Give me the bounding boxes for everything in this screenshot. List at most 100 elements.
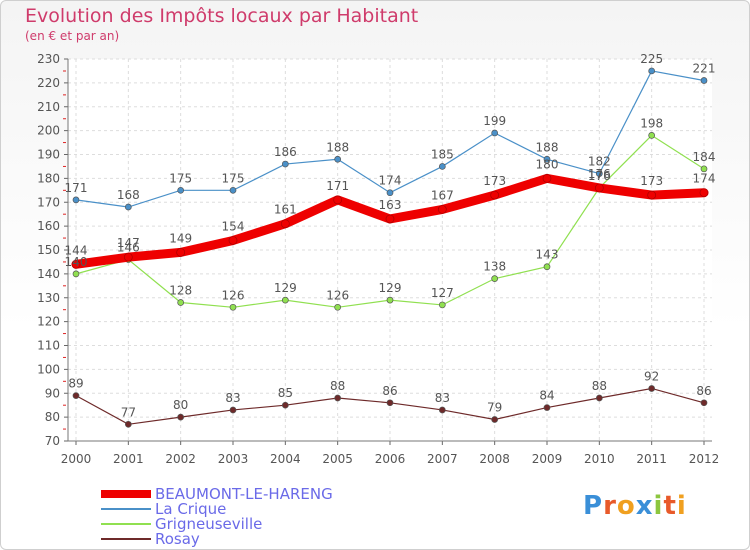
x-tick-label: 2011 — [636, 452, 667, 466]
x-tick-label: 2002 — [165, 452, 196, 466]
data-label: 175 — [169, 171, 192, 185]
data-point — [437, 205, 447, 214]
data-label: 161 — [274, 203, 297, 217]
logo-letter: r — [603, 491, 617, 521]
logo-letter: P — [583, 491, 604, 521]
data-point — [594, 183, 604, 193]
legend-label: Grigneuseville — [155, 515, 263, 533]
x-tick-label: 2001 — [113, 452, 144, 466]
data-label: 175 — [222, 171, 245, 185]
legend-item: La Crique — [101, 500, 226, 518]
data-label: 85 — [278, 386, 293, 400]
x-tick-label: 2004 — [270, 452, 301, 466]
data-label: 88 — [330, 379, 345, 393]
data-point — [647, 190, 657, 200]
data-label: 225 — [640, 52, 663, 66]
data-point — [124, 420, 132, 428]
y-tick-label: 220 — [37, 76, 60, 90]
data-labels: 171 168 175 175 186 188 174 185 199 188 182 225 221 1… — [65, 52, 716, 419]
data-point — [334, 394, 342, 402]
x-tick-label: 2003 — [218, 452, 249, 466]
y-tick-label: 150 — [37, 243, 60, 257]
data-point — [385, 214, 395, 224]
legend-swatch — [101, 538, 151, 540]
logo-letter: i — [653, 491, 664, 521]
data-point — [177, 186, 185, 194]
chart-title: Evolution des Impôts locaux par Habitant — [25, 5, 419, 27]
data-label: 84 — [539, 389, 554, 403]
data-label: 171 — [326, 179, 349, 193]
data-point — [699, 188, 709, 198]
x-tick-label: 2005 — [322, 452, 353, 466]
data-label: 173 — [640, 174, 663, 188]
chart-subtitle: (en € et par an) — [25, 29, 120, 43]
data-point — [595, 170, 603, 177]
data-point — [700, 399, 708, 407]
data-point — [281, 401, 289, 409]
x-tick-label: 2007 — [427, 452, 458, 466]
data-point — [542, 174, 552, 183]
y-tick-label: 80 — [45, 410, 60, 424]
data-label: 168 — [117, 188, 140, 202]
legend-item: Grigneuseville — [101, 515, 263, 533]
y-tick-label: 110 — [37, 339, 60, 353]
data-point — [229, 303, 237, 311]
data-point — [648, 385, 656, 392]
y-tick-label: 130 — [37, 291, 60, 305]
data-label: 79 — [487, 401, 502, 415]
data-label: 86 — [382, 384, 397, 398]
data-point — [648, 67, 656, 75]
data-point — [438, 163, 446, 170]
data-point — [438, 301, 446, 309]
y-tick-label: 160 — [37, 219, 60, 233]
x-tick-label: 2008 — [479, 452, 510, 466]
data-label: 92 — [644, 369, 659, 383]
data-label: 77 — [121, 405, 136, 419]
data-label: 83 — [225, 391, 240, 405]
data-label: 80 — [173, 398, 188, 412]
data-label: 89 — [68, 377, 83, 391]
data-point — [280, 219, 290, 229]
data-label: 163 — [379, 198, 402, 212]
data-point — [229, 186, 237, 194]
y-tick-label: 210 — [37, 100, 60, 114]
data-label: 174 — [379, 174, 402, 188]
data-label: 129 — [379, 281, 402, 295]
data-label: 176 — [588, 167, 611, 181]
data-point — [334, 303, 342, 311]
data-label: 199 — [483, 114, 506, 128]
legend-label: Rosay — [155, 530, 200, 548]
data-label: 129 — [274, 281, 297, 295]
x-tick-label: 2006 — [375, 452, 406, 466]
logo-letter: i — [676, 491, 687, 521]
data-label: 188 — [326, 140, 349, 154]
data-label: 171 — [65, 181, 88, 195]
y-tick-label: 120 — [37, 315, 60, 329]
data-label: 184 — [693, 150, 716, 164]
data-point — [700, 165, 708, 173]
data-label: 173 — [483, 174, 506, 188]
data-label: 182 — [588, 155, 611, 169]
y-tick-label: 140 — [37, 267, 60, 281]
y-tick-label: 100 — [37, 362, 60, 376]
data-point — [648, 132, 656, 139]
data-point — [543, 155, 551, 163]
data-point — [177, 299, 185, 306]
logo-letter: t — [663, 491, 677, 521]
data-point — [543, 404, 551, 411]
data-point — [124, 203, 132, 211]
data-point — [491, 129, 499, 137]
axes: 7080901001101201301401501601701801902002… — [37, 52, 719, 466]
data-label: 149 — [169, 231, 192, 245]
data-label: 83 — [435, 391, 450, 405]
x-tick-label: 2009 — [532, 452, 563, 466]
data-point — [176, 248, 186, 257]
y-tick-label: 200 — [37, 124, 60, 138]
data-point — [491, 416, 499, 423]
data-point — [334, 155, 342, 163]
y-tick-label: 230 — [37, 52, 60, 66]
logo-letter: o — [616, 491, 636, 521]
y-tick-label: 90 — [45, 386, 60, 400]
